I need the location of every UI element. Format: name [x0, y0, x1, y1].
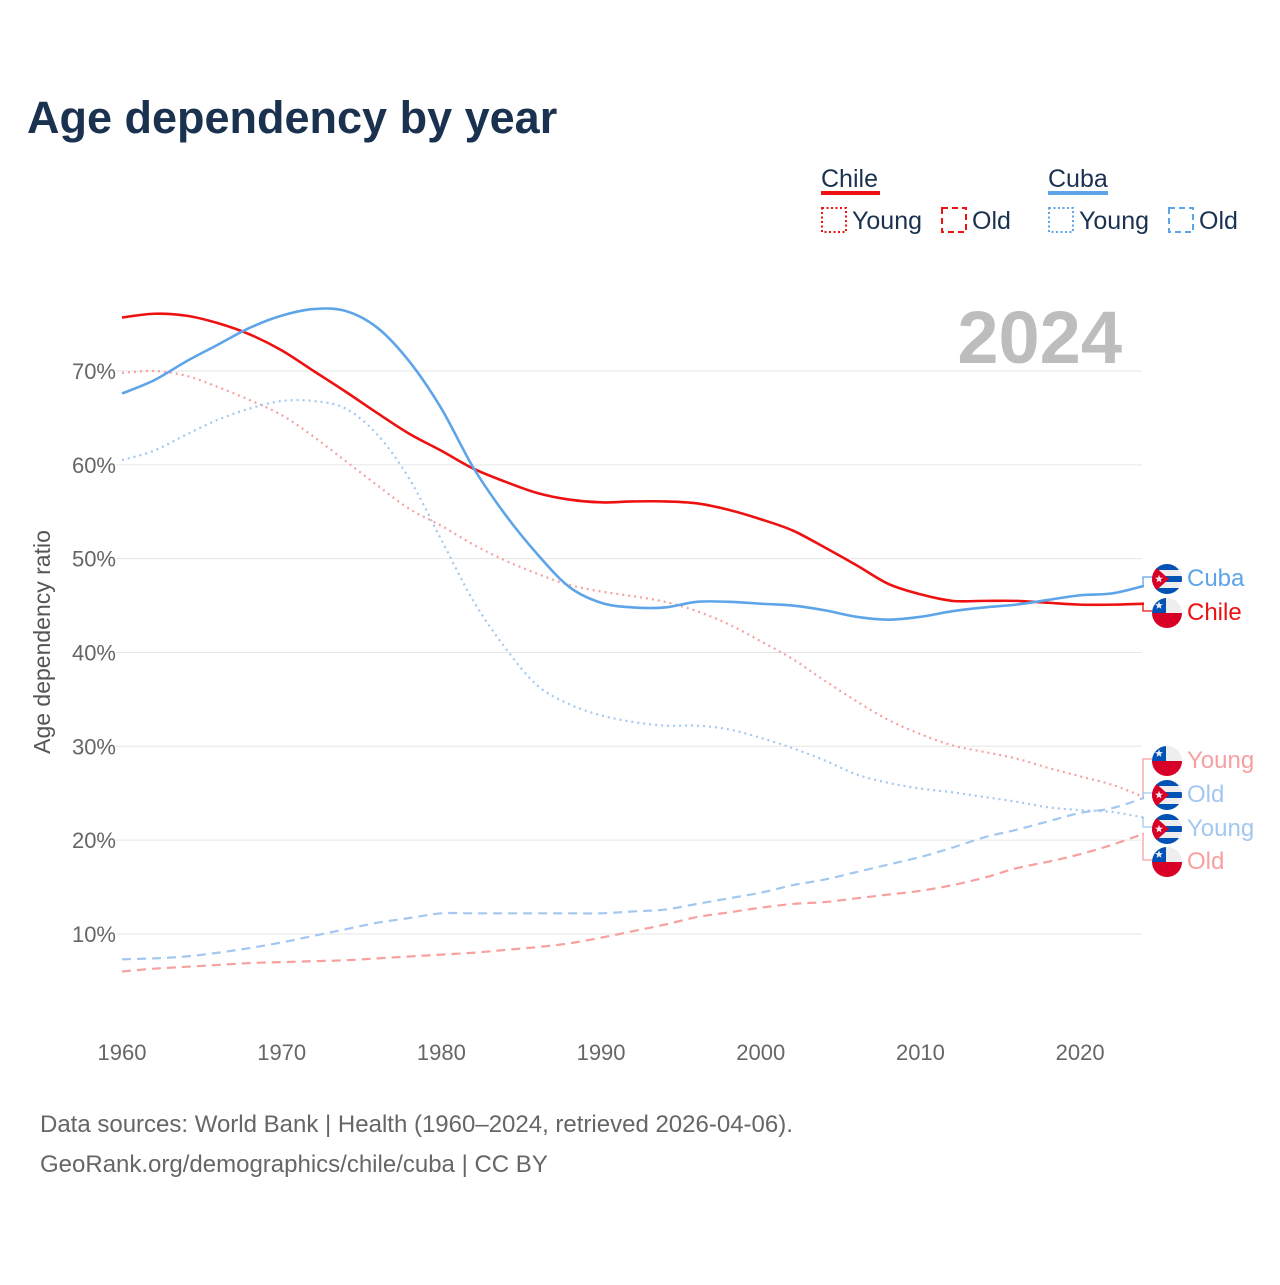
cuba-flag-icon [1152, 564, 1182, 594]
line-cuba-total [121, 307, 1145, 621]
y-tick-label: 40% [72, 640, 116, 665]
x-tick-label: 1960 [98, 1040, 147, 1065]
label-connector [1142, 816, 1152, 828]
x-axis-ticks: 1960 1970 1980 1990 2000 2010 2020 [98, 1040, 1105, 1065]
cuba-flag-icon [1152, 780, 1182, 810]
legend-chile-young-label: Young [852, 207, 922, 235]
series-lines [121, 307, 1145, 973]
legend-chile-old-label: Old [972, 207, 1011, 235]
x-tick-label: 2000 [736, 1040, 785, 1065]
label-connector [1142, 576, 1152, 587]
y-tick-label: 50% [72, 547, 116, 572]
legend-solid-swatch [1048, 191, 1108, 195]
x-tick-label: 1990 [577, 1040, 626, 1065]
label-connector [1142, 758, 1152, 798]
end-label-cuba-old: Old [1187, 781, 1224, 808]
legend-cuba-old-label: Old [1199, 207, 1238, 235]
end-label-chile-total: Chile [1187, 599, 1242, 626]
line-chile-total [121, 312, 1145, 607]
x-tick-label: 1970 [257, 1040, 306, 1065]
chile-flag-icon [1152, 746, 1182, 776]
end-label-chile-old: Old [1187, 848, 1224, 875]
line-chile-young [121, 369, 1145, 799]
y-axis-label: Age dependency ratio [29, 530, 55, 754]
y-tick-label: 10% [72, 922, 116, 947]
x-tick-label: 2020 [1056, 1040, 1105, 1065]
legend-chile-title: Chile [821, 165, 878, 193]
cuba-flag-icon [1152, 814, 1182, 844]
end-label-chile-young: Young [1187, 747, 1254, 774]
end-label-cuba-young: Young [1187, 815, 1254, 842]
line-chile-old [121, 832, 1145, 973]
legend-old-swatch [1168, 207, 1194, 233]
y-axis-ticks: 10% 20% 30% 40% 50% 60% 70% [72, 359, 116, 947]
legend-solid-swatch [821, 191, 880, 195]
label-connector [1142, 832, 1152, 861]
y-tick-label: 30% [72, 734, 116, 759]
end-label-cuba-total: Cuba [1187, 565, 1245, 592]
line-cuba-young [121, 398, 1145, 819]
line-cuba-old [121, 796, 1145, 961]
legend-old-swatch [941, 207, 967, 233]
label-connector [1142, 603, 1152, 612]
x-tick-label: 2010 [896, 1040, 945, 1065]
y-tick-label: 20% [72, 828, 116, 853]
y-tick-label: 60% [72, 453, 116, 478]
year-badge: 2024 [957, 296, 1122, 379]
legend: Chile Young Old Cuba Young Old [821, 165, 1238, 235]
legend-cuba-young-label: Young [1079, 207, 1149, 235]
chile-flag-icon [1152, 847, 1182, 877]
legend-young-swatch [821, 207, 847, 233]
chile-flag-icon [1152, 598, 1182, 628]
footer-source: Data sources: World Bank | Health (1960–… [40, 1111, 793, 1138]
end-labels: Cuba Chile Young Old Young Old [1142, 564, 1254, 877]
gridlines [116, 370, 1142, 935]
legend-cuba-title: Cuba [1048, 165, 1108, 193]
footer-credit: GeoRank.org/demographics/chile/cuba | CC… [40, 1151, 548, 1178]
legend-young-swatch [1048, 207, 1074, 233]
chart-title: Age dependency by year [27, 92, 557, 143]
x-tick-label: 1980 [417, 1040, 466, 1065]
label-connector [1142, 792, 1152, 799]
y-tick-label: 70% [72, 359, 116, 384]
